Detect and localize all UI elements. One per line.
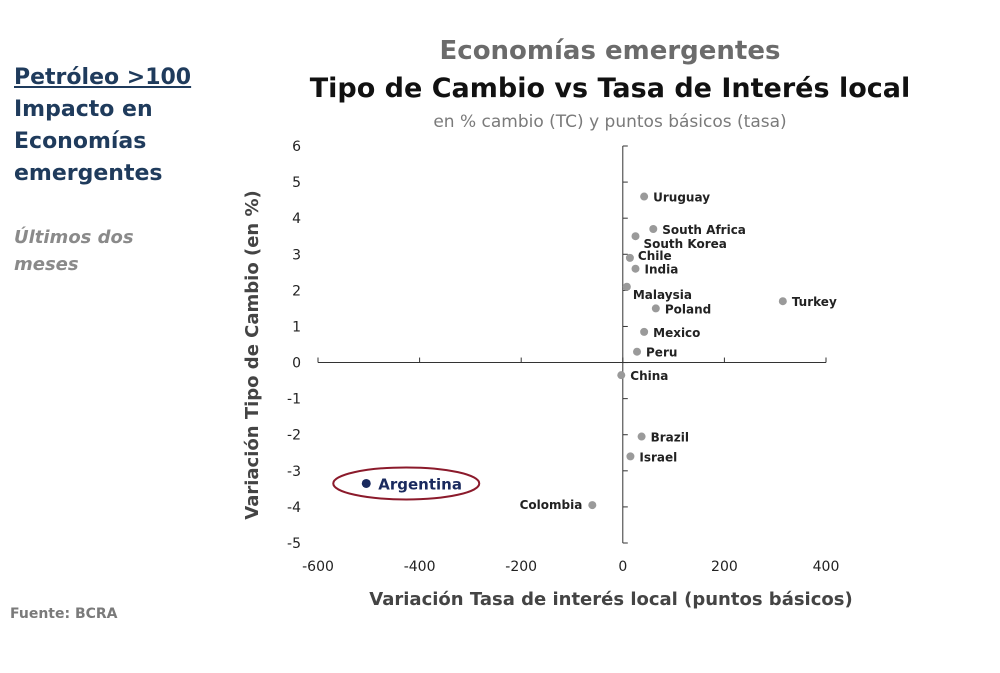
y-tick-label: -5 (287, 536, 301, 552)
chart-title: Economías emergentes (439, 36, 781, 66)
data-point-label: Brazil (651, 431, 689, 445)
data-point-label: Poland (665, 302, 711, 316)
side-title-line: Impacto en (14, 97, 153, 122)
side-subtitle-line: meses (14, 254, 79, 275)
x-tick-label: -600 (302, 559, 334, 575)
data-point (588, 501, 597, 510)
y-tick-label: -1 (287, 392, 301, 408)
y-axis-title: Variación Tipo de Cambio (en %) (242, 190, 263, 519)
x-tick-label: -200 (505, 559, 537, 575)
data-point-label: South Korea (644, 237, 727, 251)
data-point-label: China (630, 369, 668, 383)
chart-caption: en % cambio (TC) y puntos básicos (tasa) (433, 112, 787, 132)
source-note: Fuente: BCRA (10, 606, 118, 622)
x-axis-title: Variación Tasa de interés local (puntos … (369, 589, 852, 610)
y-tick-label: 1 (292, 319, 301, 335)
x-tick-label: 200 (711, 559, 738, 575)
data-point (633, 347, 642, 356)
y-tick-label: -2 (287, 428, 301, 444)
side-title-line: emergentes (14, 161, 163, 186)
data-point-label: Israel (639, 450, 677, 464)
side-title-line: Economías (14, 129, 147, 154)
data-point (631, 232, 640, 241)
data-point (617, 371, 626, 380)
y-tick-label: 6 (292, 139, 301, 155)
side-title-line[interactable]: Petróleo >100 (14, 65, 192, 90)
x-tick-label: 0 (618, 559, 627, 575)
side-subtitle: Últimos dos meses (14, 224, 194, 278)
y-tick-label: 2 (292, 283, 301, 299)
data-point (625, 253, 634, 262)
data-point-label: South Africa (662, 223, 746, 237)
data-point-label: Chile (638, 249, 672, 263)
data-point (637, 432, 646, 441)
y-tick-label: 3 (292, 247, 301, 263)
data-point (640, 192, 649, 201)
data-point-label: Turkey (792, 295, 837, 309)
data-point-label: Colombia (520, 498, 583, 512)
data-point-label: Mexico (653, 326, 700, 340)
highlight-ellipse (332, 466, 481, 501)
data-point (640, 327, 649, 336)
chart-subtitle: Tipo de Cambio vs Tasa de Interés local (309, 73, 911, 104)
y-tick-label: 0 (292, 356, 301, 372)
data-point-label: Argentina (378, 475, 462, 493)
data-point-label: Uruguay (653, 191, 710, 205)
y-tick-label: 5 (292, 175, 301, 191)
x-tick-label: 400 (813, 559, 840, 575)
data-point-label: Peru (646, 346, 677, 360)
y-tick-label: -4 (287, 500, 301, 516)
data-point (651, 304, 660, 313)
data-point (361, 478, 371, 488)
y-tick-label: 4 (292, 211, 301, 227)
data-point (626, 452, 635, 461)
x-tick-label: -400 (404, 559, 436, 575)
data-point (622, 282, 631, 291)
side-subtitle-line: Últimos dos (14, 227, 134, 248)
data-point (631, 264, 640, 273)
side-title: Petróleo >100 Impacto en Economías emerg… (14, 62, 214, 190)
data-point-label: Malaysia (633, 288, 692, 302)
data-point (649, 225, 658, 234)
y-tick-label: -3 (287, 464, 301, 480)
data-point-label: India (645, 263, 679, 277)
data-point (778, 297, 787, 306)
